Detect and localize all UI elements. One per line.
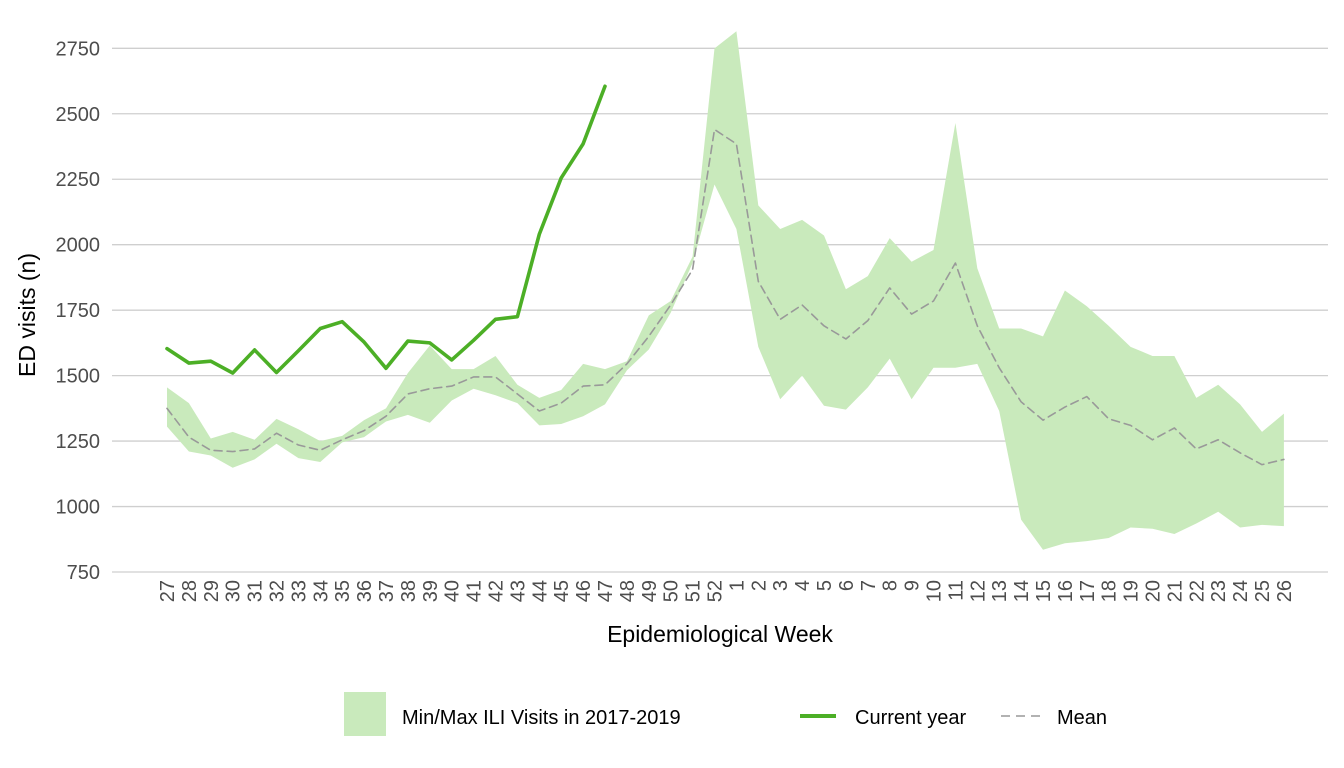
series-layer <box>165 84 1285 466</box>
x-tick-label: 10 <box>924 580 946 602</box>
x-tick-label: 47 <box>595 580 617 602</box>
y-tick-label: 750 <box>67 562 100 584</box>
y-tick-label: 1000 <box>56 497 101 519</box>
x-tick-label: 20 <box>1143 580 1165 602</box>
x-tick-label: 32 <box>267 580 289 602</box>
x-tick-label: 27 <box>157 580 179 602</box>
x-tick-label: 5 <box>814 580 836 591</box>
x-tick-label: 15 <box>1033 580 1055 602</box>
min-max-band <box>167 31 1284 550</box>
x-tick-label: 16 <box>1055 580 1077 602</box>
x-tick-label: 35 <box>332 580 354 602</box>
x-tick-label: 37 <box>376 580 398 602</box>
x-tick-label: 36 <box>354 580 376 602</box>
legend: Min/Max ILI Visits in 2017-2019 Current … <box>344 692 1107 736</box>
x-tick-label: 6 <box>836 580 858 591</box>
min-max-band-layer <box>167 31 1284 550</box>
x-tick-label: 45 <box>551 580 573 602</box>
x-tick-label: 22 <box>1186 580 1208 602</box>
legend-band-label: Min/Max ILI Visits in 2017-2019 <box>402 707 681 729</box>
y-tick-label: 2000 <box>56 235 101 257</box>
x-tick-label: 49 <box>639 580 661 602</box>
y-tick-label: 1250 <box>56 431 101 453</box>
x-tick-label: 43 <box>507 580 529 602</box>
x-tick-label: 30 <box>223 580 245 602</box>
x-tick-label: 18 <box>1099 580 1121 602</box>
x-tick-label: 26 <box>1274 580 1296 602</box>
x-tick-label: 42 <box>486 580 508 602</box>
x-tick-label: 23 <box>1208 580 1230 602</box>
y-axis-title: ED visits (n) <box>14 253 40 377</box>
x-tick-label: 19 <box>1121 580 1143 602</box>
current-year-line <box>165 84 607 375</box>
x-tick-label: 34 <box>310 580 332 602</box>
x-tick-labels: 27 28 29 30 31 32 33 34 35 36 37 38 39 40 41 42 43 44 45 46… <box>157 580 1296 602</box>
x-tick-label: 8 <box>880 580 902 591</box>
x-tick-label: 25 <box>1252 580 1274 602</box>
x-tick-label: 13 <box>989 580 1011 602</box>
x-tick-label: 9 <box>902 580 924 591</box>
mean-line <box>166 128 1285 466</box>
y-tick-label: 1750 <box>56 300 101 322</box>
x-tick-label: 31 <box>245 580 267 602</box>
x-tick-label: 48 <box>617 580 639 602</box>
y-tick-labels: 750 1000 1250 1500 1750 2000 2250 2500 2750 <box>56 38 101 584</box>
x-tick-label: 2 <box>748 580 770 591</box>
x-axis-title: Epidemiological Week <box>607 621 833 647</box>
legend-current-year-label: Current year <box>855 707 966 729</box>
x-tick-label: 14 <box>1011 580 1033 602</box>
y-tick-label: 2500 <box>56 104 101 126</box>
y-tick-label: 2250 <box>56 169 101 191</box>
x-tick-label: 4 <box>792 580 814 591</box>
x-tick-label: 17 <box>1077 580 1099 602</box>
x-tick-label: 46 <box>573 580 595 602</box>
x-tick-label: 41 <box>464 580 486 602</box>
x-tick-label: 3 <box>770 580 792 591</box>
x-tick-label: 21 <box>1164 580 1186 602</box>
x-tick-label: 12 <box>967 580 989 602</box>
x-tick-label: 1 <box>726 580 748 591</box>
x-tick-label: 24 <box>1230 580 1252 602</box>
y-tick-label: 2750 <box>56 38 101 60</box>
x-tick-label: 44 <box>529 580 551 602</box>
x-tick-label: 52 <box>705 580 727 602</box>
x-tick-label: 51 <box>683 580 705 602</box>
x-tick-label: 40 <box>442 580 464 602</box>
x-tick-label: 33 <box>288 580 310 602</box>
x-tick-label: 11 <box>945 580 967 601</box>
legend-mean-label: Mean <box>1057 707 1107 729</box>
x-tick-label: 29 <box>201 580 223 602</box>
legend-band-swatch <box>344 692 386 736</box>
x-tick-label: 39 <box>420 580 442 602</box>
y-tick-label: 1500 <box>56 366 101 388</box>
x-tick-label: 28 <box>179 580 201 602</box>
x-tick-label: 38 <box>398 580 420 602</box>
x-tick-label: 7 <box>858 580 880 591</box>
x-tick-label: 50 <box>661 580 683 602</box>
